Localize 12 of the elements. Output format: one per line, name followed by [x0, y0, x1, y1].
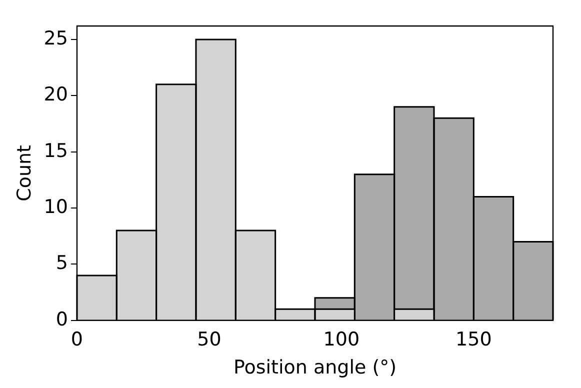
y-tick-label: 20: [44, 84, 68, 106]
y-tick-label: 25: [44, 27, 68, 50]
x-axis-title: Position angle (°): [233, 356, 397, 379]
x-tick-label: 100: [323, 328, 360, 351]
x-tick-label: 150: [456, 328, 492, 351]
y-tick-label: 15: [44, 140, 68, 162]
y-tick-label: 5: [56, 252, 68, 274]
y-axis-title: Count: [13, 144, 36, 202]
y-tick-label: 10: [44, 196, 68, 218]
x-tick-label: 0: [70, 328, 84, 351]
y-tick-label: 0: [56, 308, 68, 330]
x-tick-label: 50: [197, 328, 222, 351]
